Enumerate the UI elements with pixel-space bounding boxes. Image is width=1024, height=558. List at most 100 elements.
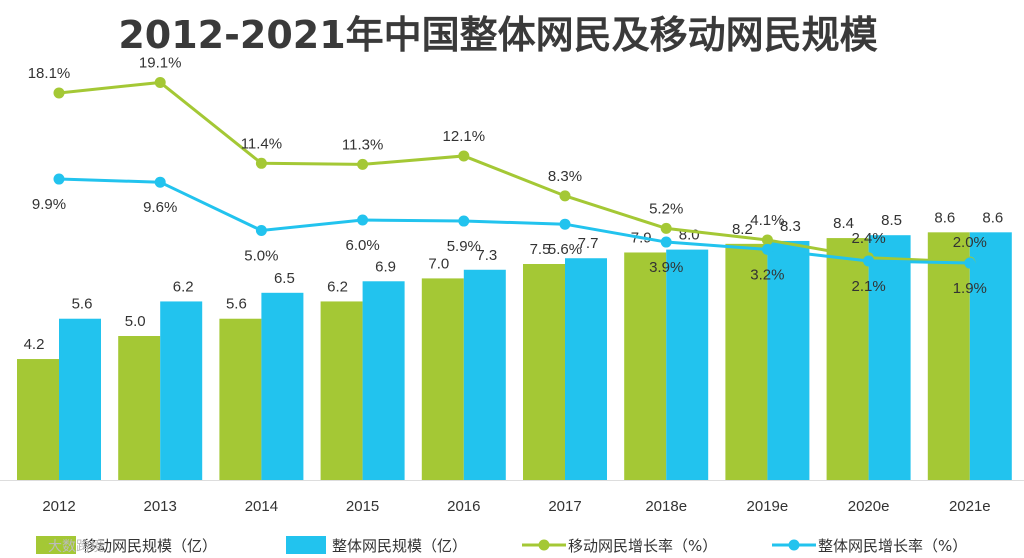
- point-label-mobile-growth-2013: 19.1%: [139, 54, 182, 71]
- bar-label-mobile-2021e: 8.6: [934, 209, 955, 226]
- point-total-growth-2013: [154, 176, 166, 188]
- x-tick-2017: 2017: [548, 498, 581, 515]
- point-label-mobile-growth-2015: 11.3%: [342, 136, 383, 153]
- bar-label-total-2021e: 8.6: [982, 209, 1003, 226]
- x-tick-2016: 2016: [447, 498, 480, 515]
- bar-label-total-2015: 6.9: [375, 258, 396, 275]
- bar-label-total-2016: 7.3: [476, 247, 497, 264]
- legend-marker-total-growth: [788, 539, 800, 551]
- point-total-growth-2020e: [863, 255, 875, 267]
- bar-total-2012: [59, 318, 101, 480]
- point-label-total-growth-2015: 6.0%: [345, 237, 379, 254]
- point-label-mobile-growth-2018e: 5.2%: [649, 200, 683, 217]
- bar-total-2020e: [868, 235, 911, 480]
- bar-label-total-2014: 6.5: [274, 270, 295, 287]
- bar-total-2013: [160, 301, 203, 480]
- bar-label-mobile-2013: 5.0: [125, 313, 146, 330]
- legend-label-total-size: 整体网民规模（亿）: [332, 537, 467, 555]
- point-label-total-growth-2019e: 3.2%: [750, 266, 784, 283]
- watermark-text: 大数跨境: [48, 539, 104, 555]
- bar-mobile-2012: [17, 359, 59, 480]
- bars-layer: 4.25.65.06.25.66.56.26.9 7.07.3 7.5 7.7 7.9 8…: [17, 209, 1012, 480]
- point-label-total-growth-2017: 5.6%: [548, 241, 582, 258]
- legend-label-mobile-growth: 移动网民增长率（%）: [568, 537, 717, 555]
- legend-label-total-growth: 整体网民增长率（%）: [818, 537, 967, 555]
- bar-total-2017: [565, 258, 607, 480]
- point-total-growth-2018e: [660, 236, 672, 248]
- point-label-total-growth-2016: 5.9%: [447, 238, 481, 255]
- legend-swatch-total-size: [286, 536, 326, 554]
- bar-mobile-2019e: [725, 243, 768, 480]
- bar-label-total-2013: 6.2: [173, 278, 194, 295]
- bar-total-2018e: [666, 249, 709, 480]
- bar-mobile-2017: [523, 264, 565, 480]
- bar-label-total-2019e: 8.3: [780, 218, 801, 235]
- bar-label-total-2012: 5.6: [72, 296, 93, 313]
- bar-mobile-2020e: [826, 238, 869, 480]
- bar-mobile-2018e: [624, 252, 667, 480]
- bar-mobile-2014: [219, 318, 262, 480]
- point-label-total-growth-2012: 9.9%: [32, 196, 66, 213]
- point-label-mobile-growth-2019e: 4.1%: [750, 212, 784, 229]
- point-total-growth-2012: [53, 173, 65, 185]
- point-total-growth-2017: [559, 218, 571, 230]
- bar-total-2015: [362, 281, 405, 480]
- bar-label-mobile-2020e: 8.4: [833, 215, 854, 232]
- x-tick-2013: 2013: [144, 498, 177, 515]
- point-total-growth-2014: [255, 225, 267, 236]
- bar-mobile-2021e: [927, 232, 970, 480]
- point-mobile-growth-2014: [255, 157, 267, 169]
- bar-label-mobile-2016: 7.0: [428, 255, 449, 272]
- point-label-mobile-growth-2014: 11.4%: [241, 135, 282, 152]
- point-mobile-growth-2015: [357, 158, 369, 170]
- x-tick-2012: 2012: [42, 498, 75, 515]
- x-tick-2021e: 2021e: [949, 498, 991, 515]
- x-tick-2019e: 2019e: [747, 498, 789, 515]
- bar-label-total-2017: 7.7: [578, 235, 599, 252]
- legend: 移动网民规模（亿） 整体网民规模（亿） 移动网民增长率（%） 整体网民增长率（%）: [36, 536, 967, 555]
- line-total-growth: [58, 177, 970, 265]
- point-total-growth-2021e: [964, 257, 976, 269]
- bar-label-mobile-2012: 4.2: [24, 336, 45, 353]
- point-label-total-growth-2020e: 2.1%: [851, 278, 885, 295]
- legend-swatch-mobile-size: [36, 536, 76, 554]
- point-label-mobile-growth-2020e: 2.4%: [851, 230, 885, 247]
- point-label-total-growth-2014: 5.0%: [244, 248, 278, 265]
- x-tick-2015: 2015: [346, 498, 379, 515]
- bar-total-2019e: [767, 240, 810, 480]
- point-mobile-growth-2012: [53, 87, 65, 99]
- bar-mobile-2016: [421, 278, 464, 480]
- legend-label-mobile-size: 移动网民规模（亿）: [82, 537, 217, 555]
- point-label-mobile-growth-2012: 18.1%: [28, 65, 71, 82]
- bar-label-mobile-2014: 5.6: [226, 296, 247, 313]
- line-mobile-growth: [58, 80, 970, 264]
- x-axis: 2012 2013 2014 2015 2016 2017 2018e 2019e 2020e 2…: [0, 480, 1024, 515]
- bar-label-mobile-2019e: 8.2: [732, 221, 753, 238]
- bar-total-2016: [463, 269, 506, 480]
- bar-mobile-2015: [320, 301, 363, 480]
- bar-total-2021e: [969, 232, 1012, 480]
- bar-label-mobile-2015: 6.2: [327, 278, 348, 295]
- point-total-growth-2016: [458, 215, 470, 227]
- point-total-growth-2015: [357, 214, 369, 226]
- bar-total-2014: [261, 292, 304, 480]
- point-label-total-growth-2013: 9.6%: [143, 199, 177, 216]
- point-mobile-growth-2013: [154, 76, 166, 88]
- lines-layer: 18.1% 19.1% 11.4% 11.3% 12.1% 8.3% 5.2% 4.1% 2.4…: [28, 54, 987, 297]
- point-label-mobile-growth-2016: 12.1%: [443, 128, 486, 145]
- bar-label-mobile-2017: 7.5: [530, 241, 551, 258]
- bar-mobile-2013: [118, 336, 161, 480]
- legend-marker-mobile-growth: [538, 539, 550, 551]
- x-tick-2020e: 2020e: [848, 498, 890, 515]
- point-total-growth-2019e: [761, 243, 773, 255]
- point-label-mobile-growth-2021e: 2.0%: [953, 234, 987, 251]
- point-mobile-growth-2017: [559, 190, 571, 202]
- point-mobile-growth-2016: [458, 150, 470, 162]
- x-tick-2014: 2014: [245, 498, 278, 515]
- point-label-mobile-growth-2017: 8.3%: [548, 168, 582, 185]
- x-tick-2018e: 2018e: [645, 498, 687, 515]
- point-label-total-growth-2021e: 1.9%: [953, 280, 987, 297]
- point-mobile-growth-2018e: [660, 222, 672, 234]
- bar-label-total-2020e: 8.5: [881, 212, 902, 229]
